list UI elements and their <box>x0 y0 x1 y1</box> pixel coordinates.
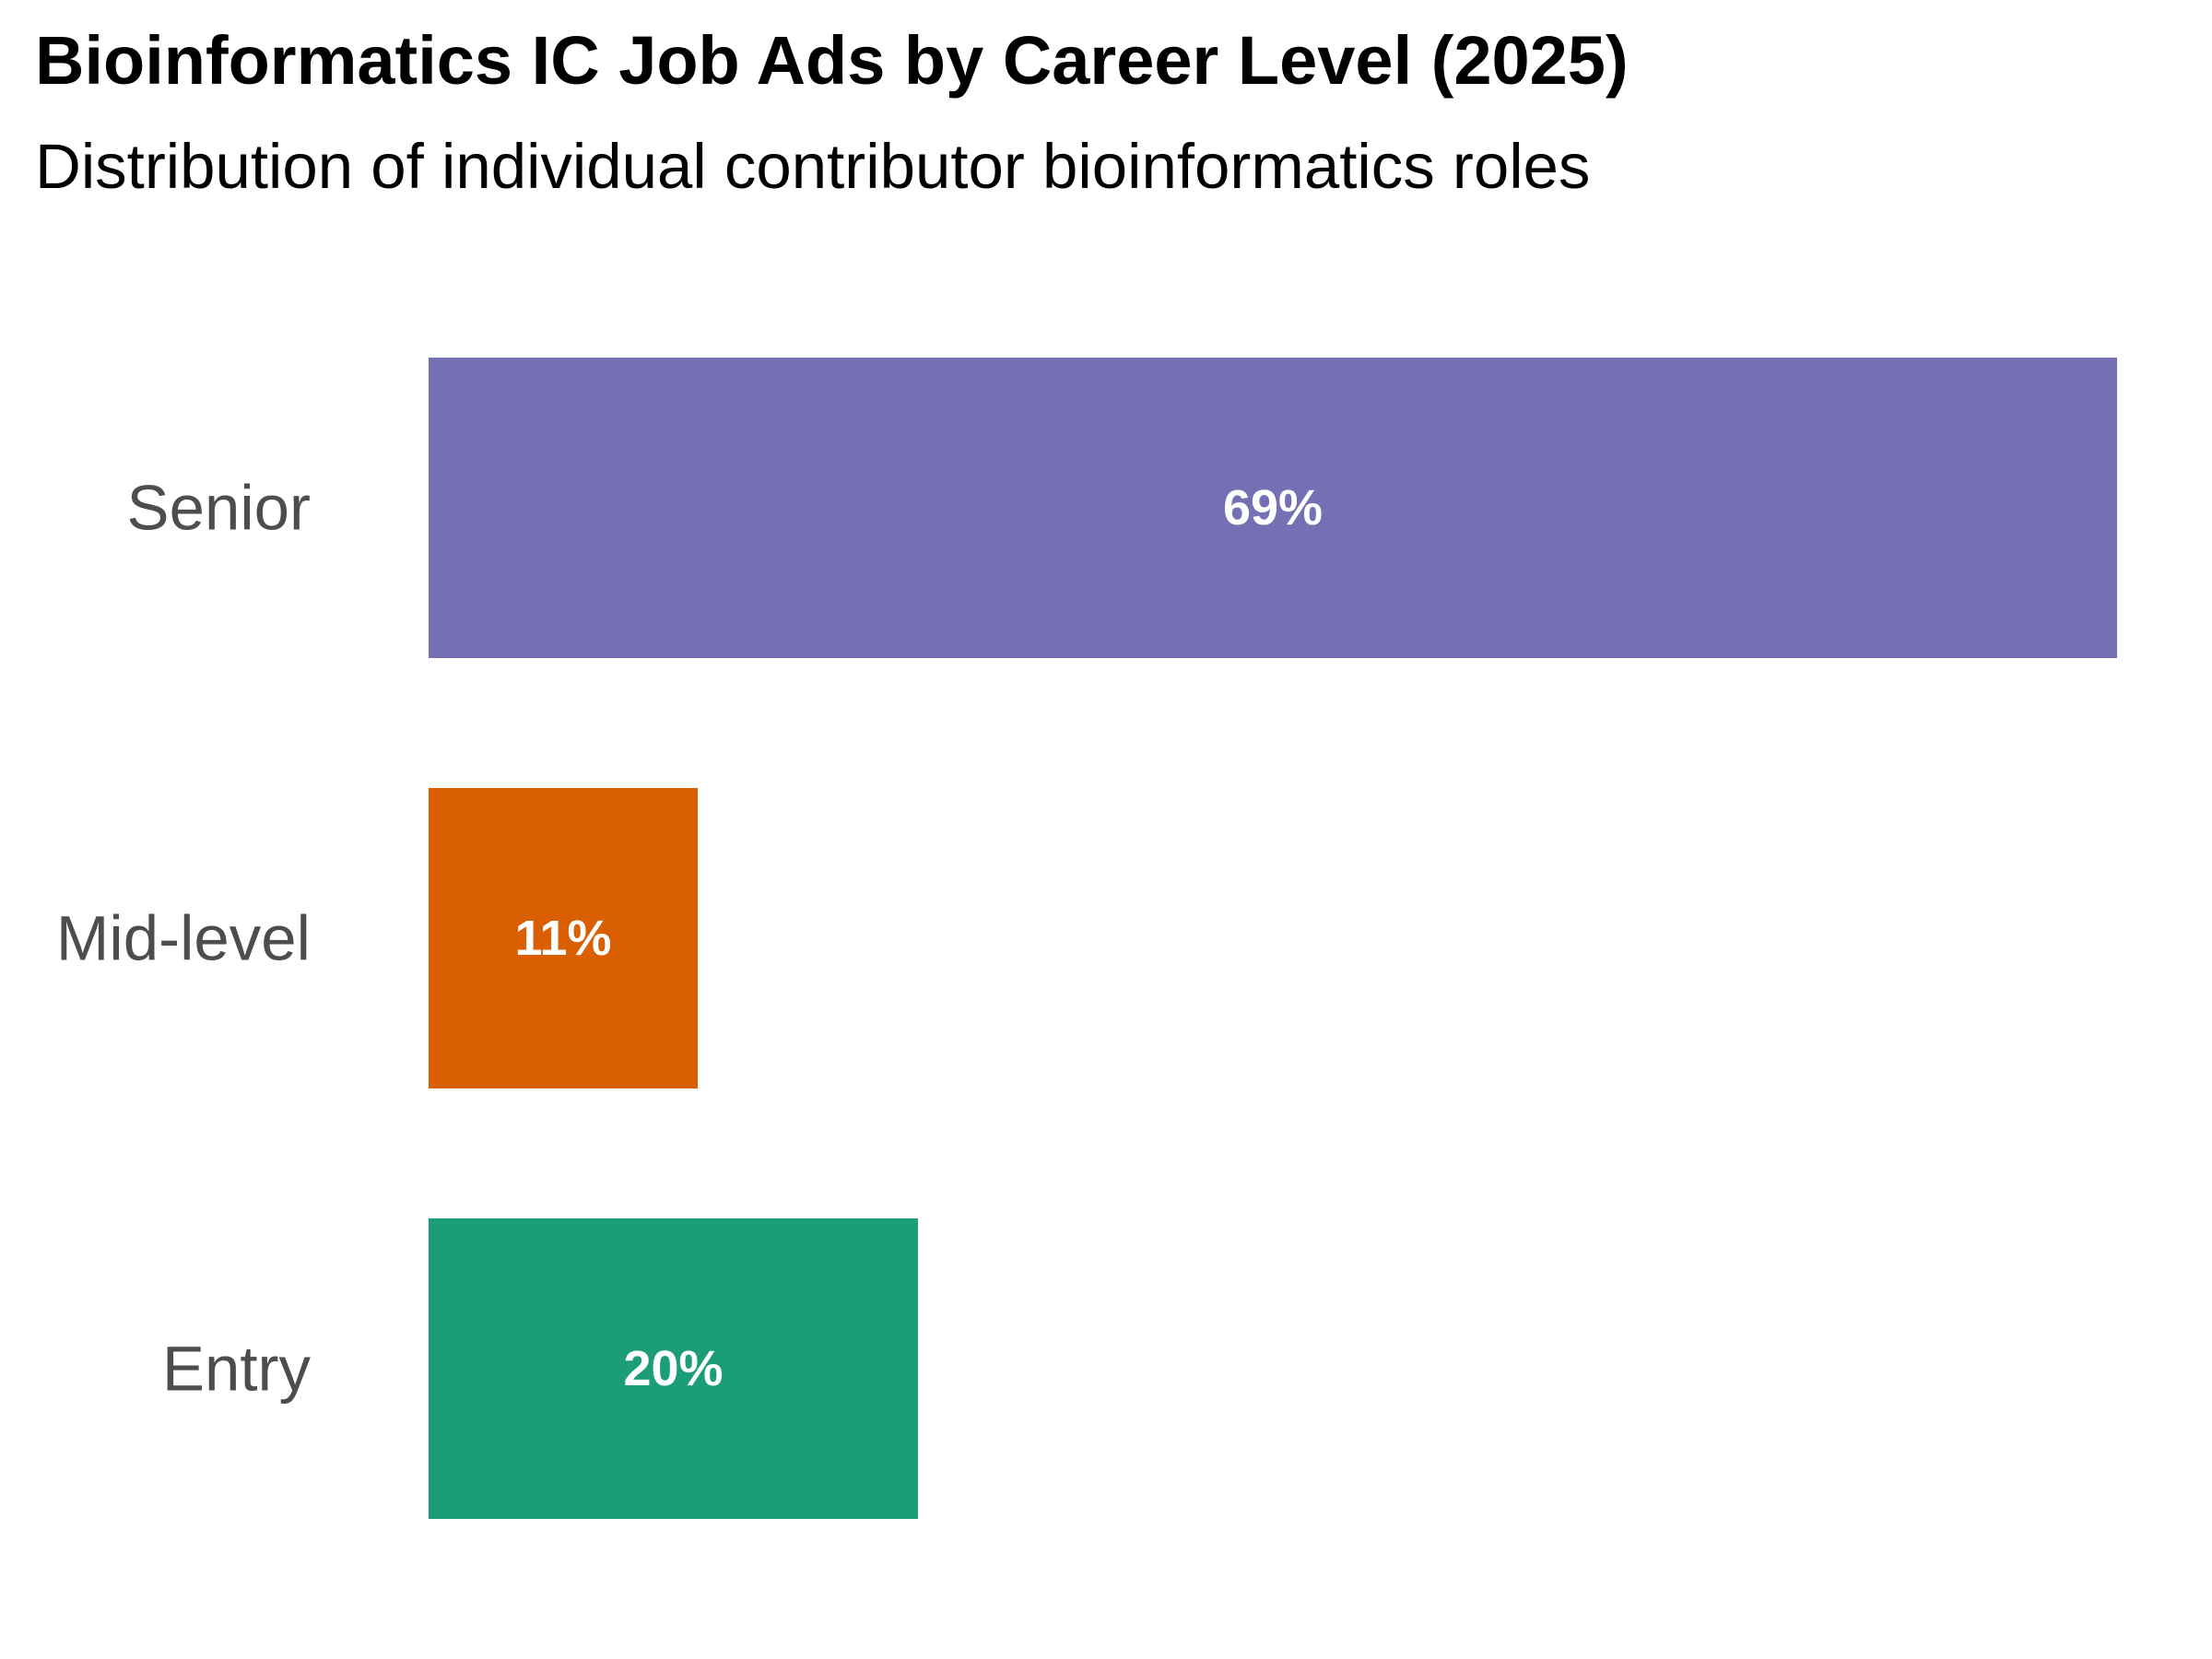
bars-group <box>429 358 2117 1519</box>
value-label-senior: 69% <box>1223 480 1323 535</box>
category-labels: Senior Mid-level Entry <box>56 473 312 1405</box>
category-label-mid-level: Mid-level <box>56 903 311 974</box>
bar-entry <box>429 1218 919 1519</box>
category-label-entry: Entry <box>162 1334 312 1405</box>
chart-title: Bioinformatics IC Job Ads by Career Leve… <box>35 22 1629 99</box>
category-label-senior: Senior <box>127 473 311 544</box>
bar-senior <box>429 358 2117 658</box>
bar-mid-level <box>429 788 699 1088</box>
chart-subtitle: Distribution of individual contributor b… <box>35 131 1591 202</box>
value-label-mid-level: 11% <box>514 911 611 966</box>
value-labels: 69% 11% 20% <box>514 480 1323 1396</box>
value-label-entry: 20% <box>623 1341 723 1396</box>
